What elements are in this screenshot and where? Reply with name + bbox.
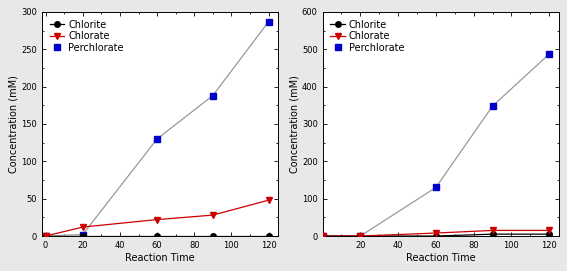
Chlorite xyxy=(209,234,216,238)
X-axis label: Reaction Time: Reaction Time xyxy=(406,253,476,263)
Chlorite xyxy=(357,234,364,238)
Y-axis label: Concentration (mM): Concentration (mM) xyxy=(9,75,18,173)
Perchlorate xyxy=(546,52,553,56)
X-axis label: Reaction Time: Reaction Time xyxy=(125,253,194,263)
Perchlorate xyxy=(42,234,49,238)
Chlorate xyxy=(79,225,86,229)
Perchlorate xyxy=(79,233,86,236)
Perchlorate xyxy=(433,186,439,189)
Y-axis label: Concentration (mM): Concentration (mM) xyxy=(289,75,299,173)
Line: Chlorate: Chlorate xyxy=(43,197,272,239)
Chlorate xyxy=(154,218,160,221)
Perchlorate xyxy=(154,137,160,140)
Perchlorate xyxy=(265,20,272,23)
Chlorite xyxy=(433,234,439,238)
Chlorite xyxy=(265,234,272,238)
Chlorate xyxy=(546,229,553,232)
Chlorate xyxy=(319,234,326,238)
Line: Perchlorate: Perchlorate xyxy=(320,51,552,239)
Chlorate xyxy=(489,229,496,232)
Chlorite xyxy=(319,234,326,238)
Perchlorate xyxy=(489,104,496,108)
Line: Chlorite: Chlorite xyxy=(43,233,272,239)
Legend: Chlorite, Chlorate, Perchlorate: Chlorite, Chlorate, Perchlorate xyxy=(327,17,407,56)
Chlorate xyxy=(357,234,364,238)
Line: Perchlorate: Perchlorate xyxy=(43,19,272,239)
Chlorite xyxy=(154,234,160,238)
Chlorite xyxy=(42,234,49,238)
Legend: Chlorite, Chlorate, Perchlorate: Chlorite, Chlorate, Perchlorate xyxy=(46,17,126,56)
Perchlorate xyxy=(357,234,364,238)
Chlorate xyxy=(42,234,49,238)
Perchlorate xyxy=(319,234,326,238)
Chlorite xyxy=(489,233,496,236)
Chlorite xyxy=(79,234,86,238)
Chlorate xyxy=(265,199,272,202)
Chlorate xyxy=(433,231,439,235)
Perchlorate xyxy=(209,94,216,97)
Line: Chlorite: Chlorite xyxy=(320,231,552,239)
Chlorate xyxy=(209,214,216,217)
Line: Chlorate: Chlorate xyxy=(320,228,552,239)
Chlorite xyxy=(546,233,553,236)
